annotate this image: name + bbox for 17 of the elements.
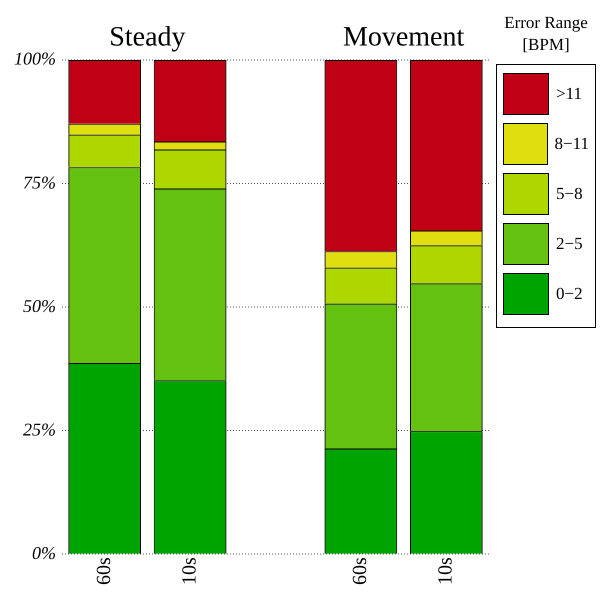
y-tick-label: 25%	[22, 419, 56, 440]
text: Movement	[342, 21, 464, 52]
y-tick-label: 75%	[22, 172, 56, 192]
legend-title: Error Range [BPM]	[503, 12, 589, 56]
text: 2−5	[556, 234, 583, 254]
text: >11	[556, 84, 582, 104]
y-tick-label: 50%	[22, 296, 56, 316]
y-tick-label: 100%	[14, 48, 56, 69]
x-tick-label: 60s	[349, 557, 372, 586]
text: 5−8	[556, 184, 583, 204]
x-tick-label: 10s	[434, 557, 457, 586]
x-tick-label: 60s	[92, 557, 115, 586]
y-tick-label: 0%	[32, 542, 56, 563]
x-tick-label: 10s	[178, 557, 200, 586]
text: 0−2	[556, 284, 583, 304]
text: 8−11	[554, 134, 589, 154]
text: Steady	[109, 21, 186, 52]
